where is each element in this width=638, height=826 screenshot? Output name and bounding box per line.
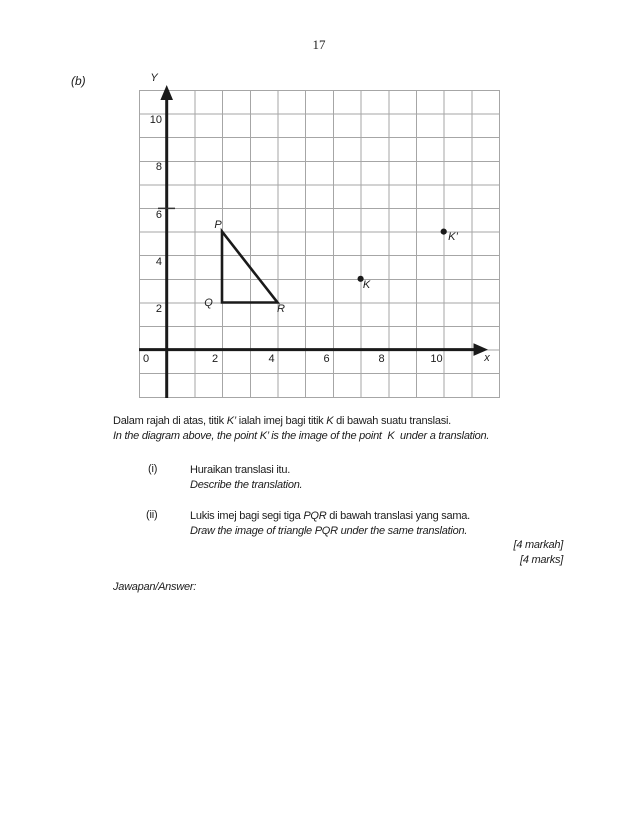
- intro-ms-k-prime: K’: [226, 415, 237, 427]
- item-ii-text-en: Draw the image of triangle PQR under the…: [190, 524, 468, 537]
- intro-ms-segment: Dalam rajah di atas, titik: [113, 415, 227, 427]
- y-axis-title: Y: [150, 72, 158, 84]
- item-i-text-ms: Huraikan translasi itu.: [190, 463, 291, 476]
- x-tick-label-2: 2: [211, 353, 219, 365]
- coordinate-grid-figure: Y x 10 8 6 4 2 0 2 4 6 8 10 P Q R K K’: [130, 70, 515, 412]
- item-i-text: Huraikan translasi itu. Describe the tra…: [190, 463, 303, 494]
- triangle-pqr: [220, 227, 281, 304]
- x-tick-label-10: 10: [430, 353, 443, 365]
- y-tick-label-10: 10: [149, 114, 162, 126]
- vertex-label-r: R: [277, 303, 285, 315]
- grid-lines: [139, 90, 500, 398]
- x-axis-arrowhead: [473, 343, 488, 356]
- y-tick-label-6: 6: [155, 208, 162, 221]
- x-tick-label-6: 6: [323, 353, 330, 365]
- marks-markah: [4 markah]: [513, 539, 564, 551]
- vertex-label-q: Q: [204, 297, 213, 309]
- intro-ms-k: K: [326, 415, 334, 427]
- item-ii-ms-pqr: PQR: [303, 509, 327, 522]
- part-label: (b): [71, 74, 86, 88]
- x-tick-label-4: 4: [268, 353, 275, 365]
- marks-block: [4 markah] [4 marks]: [363, 538, 564, 567]
- item-ii-ms-segment: di bawah translasi yang sama.: [326, 509, 470, 522]
- vertex-label-p: P: [214, 219, 222, 231]
- point-k-dot: [357, 275, 364, 282]
- point-k-prime-dot: [440, 228, 447, 235]
- question-intro-en: In the diagram above, the point K’ is th…: [113, 430, 490, 442]
- page-number: 17: [312, 37, 326, 52]
- question-intro-ms: Dalam rajah di atas, titik K’ ialah imej…: [113, 414, 489, 429]
- intro-ms-segment: di bawah suatu translasi.: [333, 415, 451, 427]
- y-tick-label-8: 8: [155, 161, 162, 173]
- point-label-k-prime: K’: [448, 231, 458, 243]
- x-axis-title: x: [484, 352, 490, 364]
- answer-label: Jawapan/Answer:: [113, 581, 197, 593]
- item-i-number: (i): [148, 462, 158, 475]
- figure-drawing: [139, 85, 488, 398]
- y-tick-label-2: 2: [155, 303, 162, 315]
- item-ii-text-ms: Lukis imej bagi segi tiga PQR di bawah t…: [190, 509, 470, 524]
- question-intro: Dalam rajah di atas, titik K’ ialah imej…: [113, 414, 489, 444]
- y-tick-label-4: 4: [155, 255, 162, 268]
- x-tick-label-8: 8: [378, 353, 385, 365]
- marks-marks: [4 marks]: [520, 553, 563, 566]
- item-i-text-en: Describe the translation.: [190, 478, 303, 491]
- x-tick-label-0: 0: [142, 353, 150, 365]
- point-label-k: K: [362, 278, 371, 291]
- item-ii-text: Lukis imej bagi segi tiga PQR di bawah t…: [190, 509, 470, 540]
- intro-ms-segment: ialah imej bagi titik: [235, 415, 327, 427]
- item-ii-ms-segment: Lukis imej bagi segi tiga: [190, 509, 304, 522]
- y-axis-arrowhead: [160, 85, 173, 100]
- item-ii-number: (ii): [146, 508, 158, 521]
